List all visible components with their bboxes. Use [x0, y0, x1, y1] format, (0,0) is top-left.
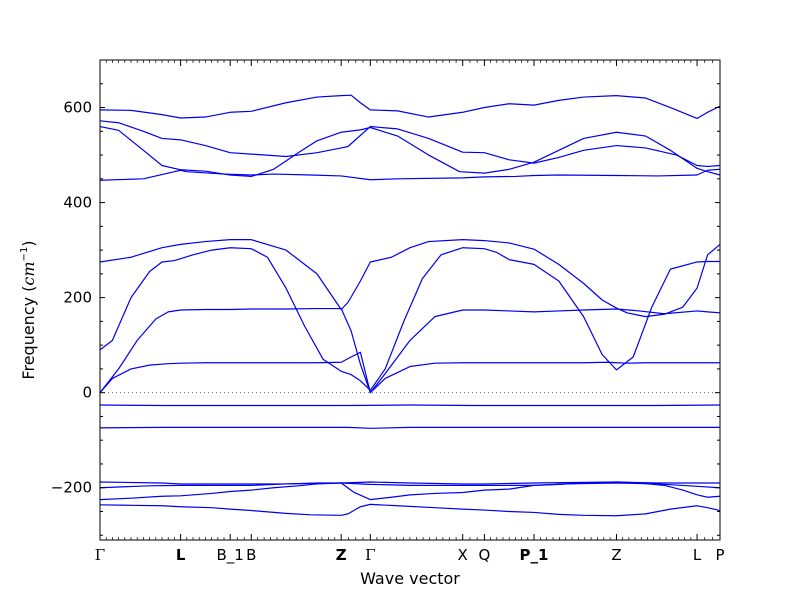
band-line-8 — [100, 352, 720, 392]
x-tick-marks — [100, 60, 720, 540]
x-tick-label: L — [693, 546, 702, 564]
y-axis-label-unit: cm — [19, 261, 38, 285]
y-axis-label-exponent: −1 — [19, 247, 30, 262]
band-line-13 — [100, 482, 720, 500]
x-tick-label: B_1 — [217, 546, 244, 565]
band-line-10 — [100, 427, 720, 428]
y-tick-marks — [100, 60, 720, 535]
band-line-6 — [100, 248, 720, 391]
band-line-5 — [100, 240, 720, 317]
x-tick-label: P_1 — [520, 546, 549, 564]
band-line-14 — [100, 504, 720, 515]
y-axis-label-text: Frequency ( — [19, 286, 38, 380]
y-tick-labels: 600 400 200 0 −200 — [51, 99, 92, 497]
y-axis-label-close: ) — [19, 240, 38, 246]
x-tick-label: Z — [336, 546, 347, 564]
x-tick-label: L — [176, 546, 186, 564]
y-tick-label: 200 — [63, 289, 92, 307]
x-tick-label: P — [715, 546, 724, 564]
plot-frame — [100, 60, 720, 540]
y-axis-label: Frequency (cm−1) — [19, 240, 38, 379]
band-line-3 — [100, 127, 720, 177]
x-tick-label: Z — [611, 546, 621, 564]
y-tick-label: −200 — [51, 479, 92, 497]
band-line-7 — [100, 309, 720, 393]
x-tick-label: Γ — [365, 546, 375, 564]
x-tick-label: Q — [478, 546, 490, 564]
y-tick-label: 600 — [63, 99, 92, 117]
band-line-1 — [100, 95, 720, 118]
x-tick-label: B — [246, 546, 256, 564]
x-tick-label: X — [458, 546, 468, 564]
y-tick-label: 0 — [82, 384, 92, 402]
series-layer — [100, 95, 720, 516]
y-tick-label: 400 — [63, 194, 92, 212]
x-tick-label: Γ — [95, 546, 105, 564]
x-axis-label: Wave vector — [360, 569, 460, 588]
